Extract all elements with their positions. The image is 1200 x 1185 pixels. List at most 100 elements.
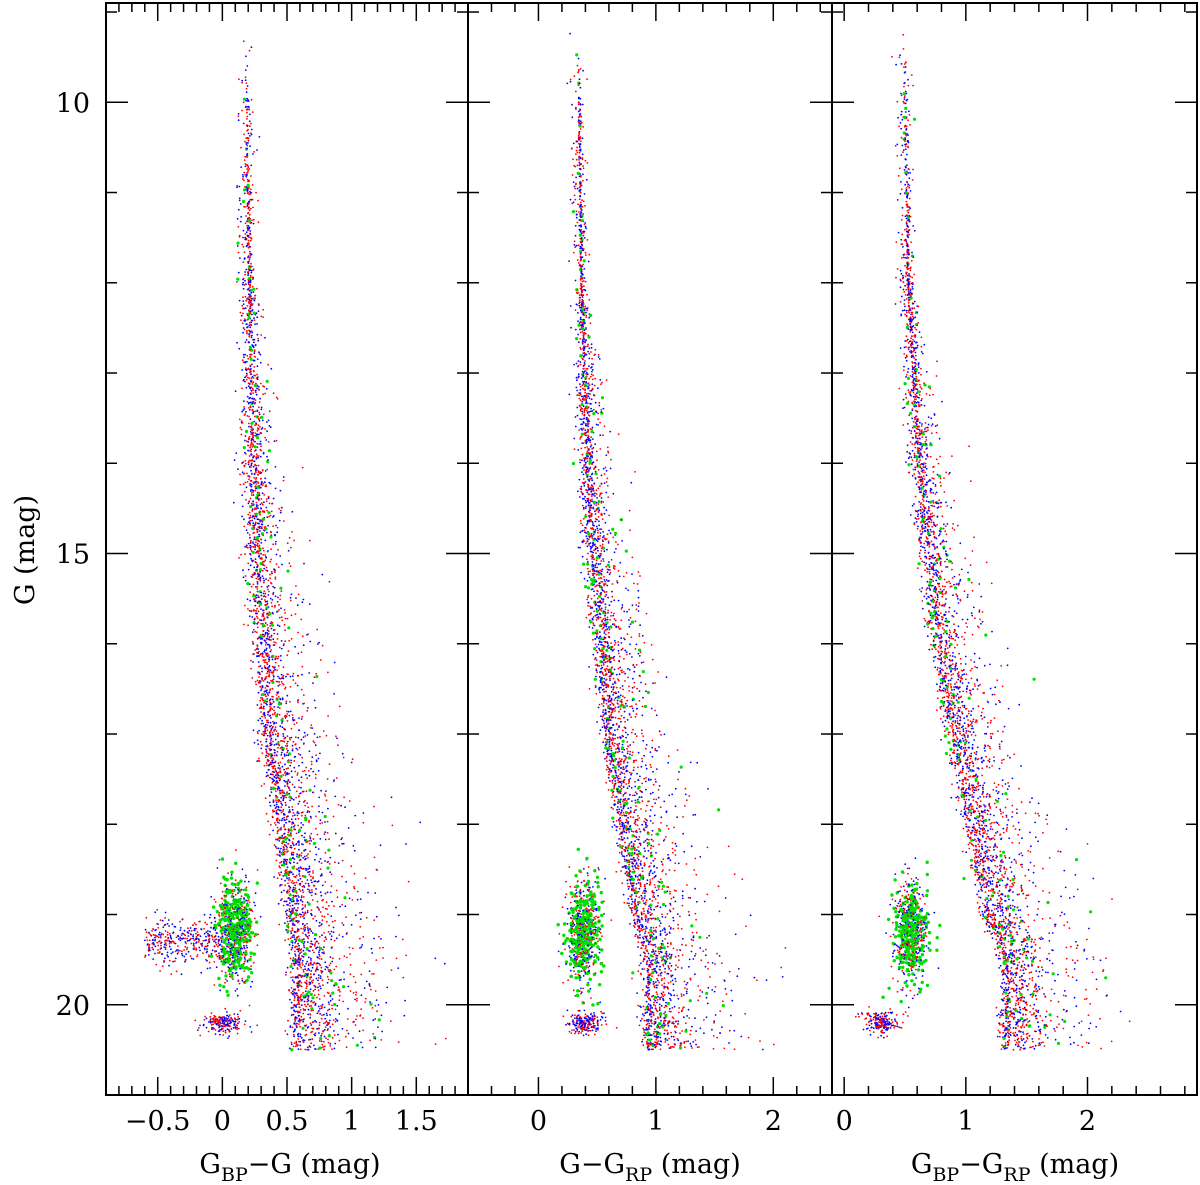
- scatter-point: [380, 1039, 383, 1041]
- scatter-point: [300, 867, 303, 870]
- scatter-point: [277, 847, 280, 850]
- scatter-point: [304, 968, 306, 971]
- scatter-point: [300, 781, 303, 784]
- scatter-point: [277, 655, 280, 658]
- scatter-point: [268, 638, 270, 641]
- scatter-point: [311, 932, 314, 934]
- scatter-point: [264, 661, 267, 664]
- scatter-point: [152, 958, 155, 960]
- scatter-point: [334, 1008, 337, 1011]
- scatter-point: [252, 369, 255, 372]
- scatter-point: [274, 668, 276, 671]
- scatter-point: [307, 853, 309, 855]
- scatter-point: [248, 435, 251, 438]
- scatter-point: [177, 938, 180, 940]
- scatter-point: [327, 848, 331, 852]
- scatter-point: [170, 937, 173, 940]
- scatter-point: [253, 566, 256, 569]
- scatter-point: [334, 1018, 337, 1020]
- scatter-point: [246, 331, 248, 333]
- scatter-point: [289, 917, 291, 920]
- scatter-point: [251, 459, 254, 462]
- scatter-point: [250, 469, 252, 472]
- scatter-point: [318, 936, 321, 938]
- scatter-point: [252, 583, 255, 586]
- scatter-point: [260, 689, 262, 692]
- scatter-point: [205, 939, 208, 942]
- scatter-point: [346, 932, 348, 934]
- scatter-point: [179, 927, 182, 929]
- scatter-point: [258, 760, 261, 763]
- scatter-point: [254, 391, 257, 394]
- scatter-point: [276, 610, 279, 613]
- scatter-point: [250, 237, 253, 240]
- scatter-point: [306, 840, 309, 843]
- scatter-point: [267, 441, 270, 443]
- scatter-point: [307, 871, 310, 873]
- scatter-point: [325, 920, 328, 923]
- scatter-point: [278, 743, 280, 746]
- scatter-point: [269, 560, 272, 563]
- scatter-point: [257, 552, 260, 555]
- scatter-point: [259, 637, 262, 640]
- scatter-point: [214, 920, 217, 923]
- scatter-point: [246, 142, 248, 145]
- scatter-point: [230, 953, 232, 956]
- scatter-point: [250, 488, 253, 491]
- scatter-point: [257, 473, 259, 476]
- scatter-point: [300, 913, 303, 916]
- scatter-point: [154, 945, 157, 948]
- scatter-point: [258, 676, 260, 678]
- scatter-point: [255, 612, 258, 615]
- scatter-point: [316, 946, 319, 949]
- scatter-point: [248, 125, 251, 127]
- scatter-point: [247, 169, 250, 172]
- scatter-point: [274, 728, 276, 731]
- scatter-point: [265, 691, 268, 694]
- scatter-point: [146, 939, 149, 942]
- scatter-point: [254, 604, 257, 607]
- scatter-point: [281, 804, 284, 806]
- scatter-point: [349, 973, 352, 976]
- scatter-point: [276, 531, 279, 534]
- scatter-point: [208, 1021, 210, 1023]
- scatter-point: [359, 937, 361, 940]
- scatter-point: [288, 714, 291, 717]
- scatter-point: [313, 884, 316, 887]
- scatter-point: [233, 882, 237, 887]
- scatter-point: [276, 657, 279, 660]
- scatter-point: [280, 811, 283, 814]
- scatter-point: [314, 942, 317, 944]
- scatter-point: [278, 707, 281, 709]
- scatter-point: [317, 770, 320, 772]
- scatter-point: [306, 879, 309, 881]
- scatter-point: [324, 821, 326, 823]
- scatter-point: [185, 942, 188, 945]
- scatter-point: [253, 319, 256, 321]
- scatter-point: [243, 623, 245, 626]
- scatter-point: [268, 682, 271, 684]
- scatter-point: [286, 914, 288, 917]
- scatter-point: [275, 722, 278, 724]
- scatter-point: [236, 186, 238, 189]
- scatter-point: [260, 541, 263, 544]
- scatter-point: [363, 987, 366, 989]
- scatter-point: [160, 944, 162, 947]
- scatter-point: [302, 1041, 305, 1044]
- scatter-point: [238, 234, 241, 237]
- scatter-point: [243, 472, 246, 475]
- scatter-point: [312, 872, 314, 874]
- scatter-point: [310, 1031, 312, 1034]
- scatter-point: [285, 841, 288, 844]
- scatter-point: [327, 992, 330, 995]
- scatter-point: [324, 892, 327, 895]
- scatter-point: [233, 1013, 236, 1015]
- scatter-point: [213, 916, 216, 919]
- scatter-point: [290, 846, 293, 849]
- scatter-point: [154, 929, 157, 932]
- scatter-point: [243, 518, 245, 521]
- scatter-point: [252, 153, 254, 155]
- scatter-point: [335, 889, 338, 892]
- scatter-point: [256, 542, 259, 545]
- scatter-point: [340, 838, 343, 841]
